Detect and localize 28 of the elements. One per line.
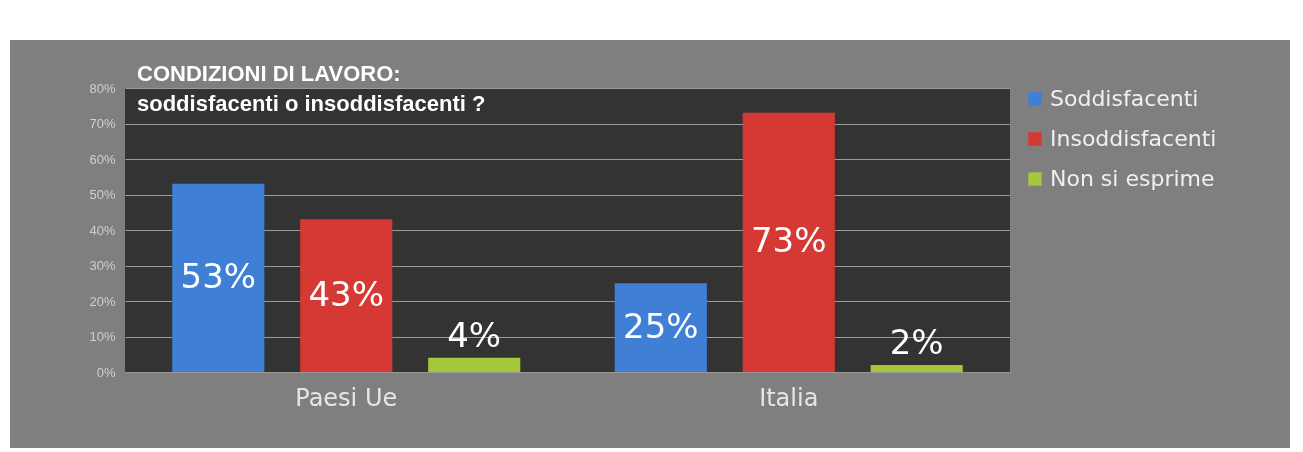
- bar: [870, 364, 963, 372]
- chart-subtitle: soddisfacenti o insoddisfacenti ?: [137, 91, 486, 116]
- data-label: 73%: [750, 220, 827, 261]
- bar: [172, 183, 265, 372]
- y-tick-label: 60%: [89, 151, 116, 167]
- bar: [614, 283, 707, 372]
- data-label: 25%: [623, 305, 699, 346]
- y-tick-label: 10%: [89, 329, 116, 344]
- y-tick-label: 50%: [89, 187, 116, 202]
- legend-label: Non si esprime: [1050, 166, 1215, 191]
- data-label: 2%: [889, 321, 944, 362]
- chart-title: CONDIZIONI DI LAVORO:: [137, 61, 401, 86]
- y-tick-label: 40%: [89, 222, 116, 238]
- y-tick-label: 20%: [89, 293, 116, 309]
- data-label: 43%: [308, 273, 385, 314]
- legend-label: Insoddisfacenti: [1050, 126, 1217, 151]
- bar: [742, 112, 835, 372]
- data-label: 4%: [447, 314, 502, 355]
- x-tick-label: Paesi Ue: [295, 383, 398, 412]
- y-tick-label: 80%: [89, 80, 116, 96]
- bar: [300, 219, 393, 372]
- y-tick-label: 0%: [96, 364, 116, 380]
- y-tick-label: 70%: [89, 116, 116, 131]
- y-tick-label: 30%: [89, 258, 116, 273]
- legend-label: Soddisfacenti: [1050, 86, 1199, 111]
- bar: [428, 357, 521, 372]
- x-tick-label: Italia: [759, 383, 819, 412]
- data-label: 53%: [180, 255, 257, 296]
